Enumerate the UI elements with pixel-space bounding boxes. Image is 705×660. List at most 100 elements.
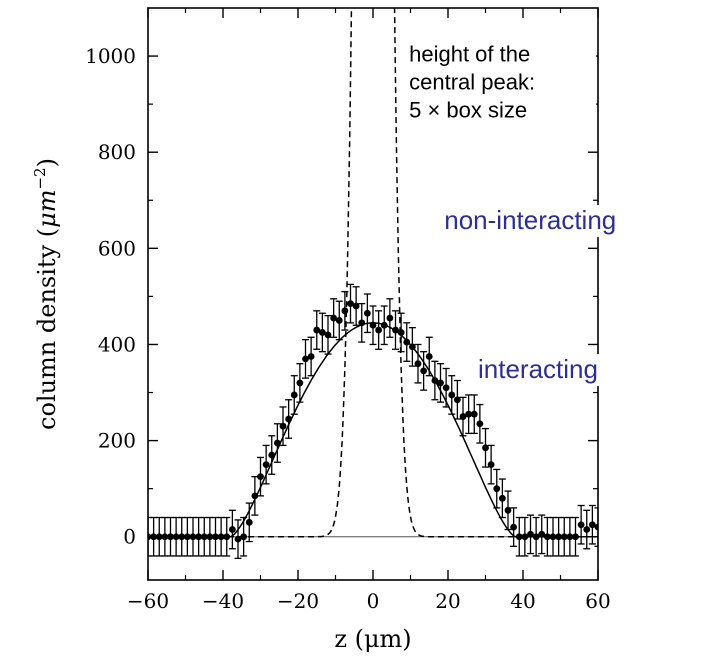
data-point <box>212 516 219 557</box>
data-point <box>313 310 321 350</box>
data-point <box>504 490 512 531</box>
data-point <box>369 305 377 346</box>
data-point <box>223 516 231 557</box>
x-axis-label: z (μm) <box>334 625 411 653</box>
marker <box>543 533 551 541</box>
data-point <box>408 326 416 367</box>
label-background-interacting <box>476 354 630 387</box>
marker <box>257 473 264 481</box>
y-axis-label-exponent: −2 <box>31 167 49 189</box>
data-point <box>482 427 489 468</box>
marker <box>313 326 321 334</box>
annotation-background <box>403 39 596 132</box>
marker <box>392 326 399 334</box>
marker <box>470 410 478 418</box>
data-point <box>572 516 579 557</box>
data-point <box>448 375 456 415</box>
data-point <box>217 516 225 557</box>
marker <box>465 410 473 418</box>
marker <box>161 533 169 541</box>
marker <box>369 321 377 329</box>
x-tick-label: 40 <box>510 589 535 613</box>
marker <box>482 444 489 452</box>
y-tick-label: 600 <box>98 236 136 260</box>
marker <box>285 415 293 423</box>
data-point <box>431 360 439 401</box>
data-point <box>414 343 422 384</box>
marker <box>403 338 411 346</box>
y-axis-label-unit: μm <box>33 190 61 228</box>
marker <box>341 307 349 315</box>
marker <box>425 353 433 360</box>
marker <box>155 533 163 541</box>
marker <box>307 353 315 360</box>
marker <box>375 326 383 334</box>
marker <box>251 492 259 500</box>
data-point <box>527 514 534 555</box>
y-tick-label: 400 <box>98 332 136 356</box>
data-point <box>594 507 598 548</box>
marker <box>302 355 309 363</box>
data-point <box>245 502 253 543</box>
data-point <box>549 516 557 557</box>
data-point <box>510 507 518 548</box>
marker <box>363 309 371 317</box>
marker <box>324 331 332 339</box>
marker <box>549 533 557 541</box>
data-point <box>583 509 591 550</box>
marker <box>335 317 343 324</box>
plot-content <box>148 8 598 560</box>
marker <box>397 329 405 336</box>
marker <box>206 533 214 541</box>
x-ticks: −60 −40 −20 0 20 40 60 <box>127 8 611 613</box>
data-point <box>420 351 428 391</box>
marker <box>148 533 152 541</box>
data-point <box>150 516 158 557</box>
marker <box>515 533 523 541</box>
y-tick-label: 0 <box>123 525 136 549</box>
data-point <box>240 516 248 557</box>
data-point <box>465 394 473 435</box>
marker <box>577 521 585 529</box>
marker <box>437 379 444 387</box>
marker <box>380 321 388 329</box>
data-point <box>324 314 332 355</box>
marker <box>330 314 338 322</box>
label-non-interacting: non-interacting <box>444 205 616 235</box>
data-point <box>487 444 495 485</box>
marker <box>234 535 242 543</box>
data-point <box>279 406 287 447</box>
marker <box>555 533 563 541</box>
label-background-non-interacting <box>442 205 651 238</box>
data-point <box>397 312 405 353</box>
data-point <box>442 367 450 408</box>
marker <box>228 526 236 533</box>
marker <box>386 314 394 322</box>
marker <box>408 343 416 351</box>
marker <box>212 533 219 541</box>
data-point <box>290 375 298 415</box>
x-tick-label: 60 <box>585 589 610 613</box>
marker <box>560 533 568 541</box>
marker <box>414 360 422 368</box>
data-point <box>425 336 433 377</box>
marker <box>566 533 574 541</box>
data-point <box>453 379 461 420</box>
note-line-3: 5 × box size <box>409 98 527 123</box>
marker <box>223 533 231 541</box>
marker <box>189 533 197 541</box>
marker <box>588 521 596 529</box>
data-point <box>560 516 568 557</box>
data-point <box>498 478 506 519</box>
marker <box>498 494 506 502</box>
data-point <box>588 504 596 545</box>
data-points <box>148 283 598 560</box>
x-tick-label: −40 <box>202 589 244 613</box>
marker <box>318 329 326 336</box>
data-point <box>470 394 478 435</box>
marker <box>532 533 540 541</box>
marker <box>347 300 354 308</box>
marker <box>487 461 495 469</box>
marker <box>459 413 467 420</box>
data-point <box>521 516 529 557</box>
